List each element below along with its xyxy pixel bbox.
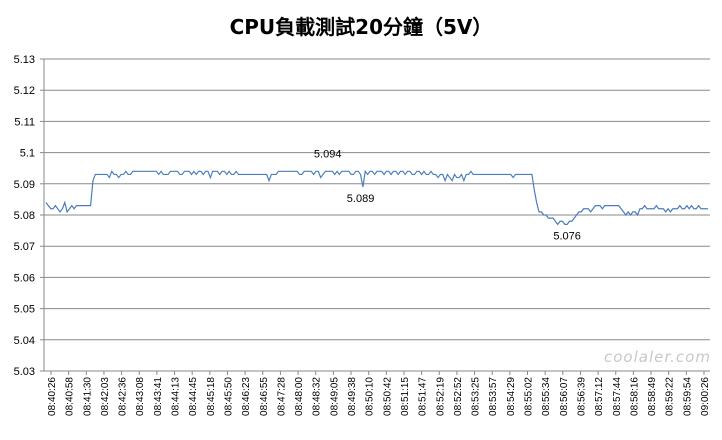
- x-tick-label: 08:48:00: [294, 377, 305, 416]
- y-tick-label: 5.11: [14, 116, 35, 128]
- x-tick-label: 08:45:18: [206, 377, 217, 416]
- gridlines: [44, 58, 710, 372]
- x-tick-label: 08:46:55: [259, 377, 270, 416]
- x-tick-label: 08:43:41: [153, 377, 164, 416]
- x-tick-label: 08:42:36: [118, 377, 129, 416]
- y-tick-label: 5.07: [14, 241, 35, 253]
- x-tick-label: 08:59:22: [665, 377, 676, 416]
- y-tick-label: 5.04: [14, 335, 35, 347]
- x-tick-label: 08:50:42: [382, 377, 393, 416]
- x-tick-label: 08:56:39: [576, 377, 587, 416]
- x-tick-label: 08:51:47: [418, 377, 429, 416]
- x-tick-label: 08:56:07: [559, 377, 570, 416]
- x-tick-label: 08:43:08: [135, 377, 146, 416]
- x-tick-label: 08:58:16: [629, 377, 640, 416]
- x-axis-ticks: 08:40:26 08:40:58 08:41:30 08:42:03 08:42:36…: [47, 371, 711, 416]
- x-tick-label: 08:51:15: [400, 377, 411, 416]
- x-tick-label: 08:50:10: [365, 377, 376, 416]
- x-tick-label: 08:53:57: [488, 377, 499, 416]
- x-tick-label: 08:44:13: [171, 377, 182, 416]
- x-tick-label: 08:49:38: [347, 377, 358, 416]
- x-tick-label: 08:48:32: [312, 377, 323, 416]
- y-tick-label: 5.09: [14, 179, 35, 191]
- x-tick-label: 08:47:28: [276, 377, 287, 416]
- y-tick-label: 5.12: [14, 85, 35, 97]
- x-tick-label: 08:55:02: [524, 377, 535, 416]
- y-tick-label: 5.03: [14, 366, 35, 378]
- x-tick-label: 08:55:34: [541, 377, 552, 416]
- x-tick-label: 08:42:03: [100, 377, 111, 416]
- x-tick-label: 08:40:26: [47, 377, 58, 416]
- x-tick-label: 08:57:44: [612, 377, 623, 416]
- x-tick-label: 08:49:05: [329, 377, 340, 416]
- data-label: 5.094: [314, 148, 342, 160]
- x-tick-label: 09:00:26: [700, 377, 711, 416]
- x-tick-label: 08:52:52: [453, 377, 464, 416]
- x-tick-label: 08:46:23: [241, 377, 252, 416]
- x-tick-label: 08:53:25: [471, 377, 482, 416]
- series-line: [45, 169, 708, 226]
- y-tick-label: 5.05: [14, 304, 35, 316]
- chart-title: CPU負載測試20分鐘（5V）: [230, 15, 493, 39]
- x-tick-label: 08:40:58: [65, 377, 76, 416]
- y-tick-label: 5.13: [14, 54, 35, 66]
- data-label: 5.076: [553, 230, 581, 242]
- x-tick-label: 08:54:29: [506, 377, 517, 416]
- x-tick-label: 08:58:49: [647, 377, 658, 416]
- watermark-text: coolaler.com: [604, 348, 711, 366]
- data-label: 5.089: [347, 193, 375, 205]
- y-tick-label: 5.1: [20, 148, 35, 160]
- y-tick-label: 5.08: [14, 210, 35, 222]
- x-tick-label: 08:59:54: [682, 377, 693, 416]
- x-tick-label: 08:44:45: [188, 377, 199, 416]
- x-tick-label: 08:57:12: [594, 377, 605, 416]
- x-tick-label: 08:41:30: [82, 377, 93, 416]
- x-tick-label: 08:52:19: [435, 377, 446, 416]
- data-annotations: 5.094 5.089 5.076: [314, 148, 581, 242]
- y-axis-ticks: 5.03 5.04 5.05 5.06 5.07 5.08 5.09 5.1 5.11 5.12 5…: [14, 54, 44, 378]
- x-tick-label: 08:45:50: [223, 377, 234, 416]
- y-tick-label: 5.06: [14, 272, 35, 284]
